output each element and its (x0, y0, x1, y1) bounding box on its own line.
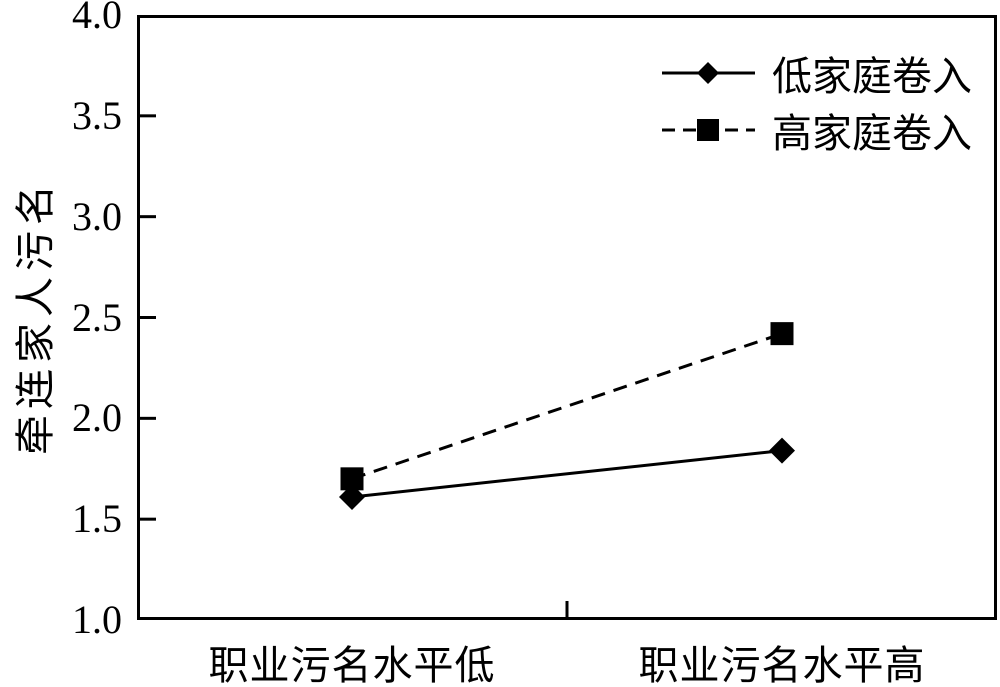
y-tick-label: 3.5 (72, 92, 122, 138)
square-marker (340, 467, 364, 491)
y-tick-label: 1.0 (72, 597, 122, 642)
y-tick-label: 3.0 (72, 193, 122, 239)
legend: 低家庭卷入 高家庭卷入 (660, 44, 972, 158)
series-line-0 (351, 449, 783, 499)
y-tick-label: 2.0 (72, 395, 122, 441)
legend-item-high-family-involvement: 高家庭卷入 (660, 101, 972, 158)
legend-label-low-family-involvement: 低家庭卷入 (772, 53, 972, 99)
square-marker (770, 322, 794, 346)
x-category-label: 职业污名水平低 (208, 643, 496, 687)
diamond-marker (769, 437, 795, 464)
series-line-1 (351, 332, 783, 481)
y-tick-label: 2.5 (72, 294, 122, 340)
y-tick-label: 4.0 (72, 0, 122, 37)
y-axis-title: 牵连家人污名 (13, 179, 58, 455)
legend-item-low-family-involvement: 低家庭卷入 (660, 44, 972, 101)
plot-canvas (137, 15, 997, 620)
diamond-marker (339, 483, 365, 510)
y-tick-label: 1.5 (72, 496, 122, 542)
plot-area: 低家庭卷入 高家庭卷入 (137, 15, 997, 620)
plot-frame (137, 15, 997, 620)
x-category-label: 职业污名水平高 (638, 643, 926, 687)
solid-line-diamond-marker-sample (662, 61, 755, 84)
dashed-line-square-marker-sample (662, 118, 755, 141)
legend-label-high-family-involvement: 高家庭卷入 (772, 110, 972, 156)
